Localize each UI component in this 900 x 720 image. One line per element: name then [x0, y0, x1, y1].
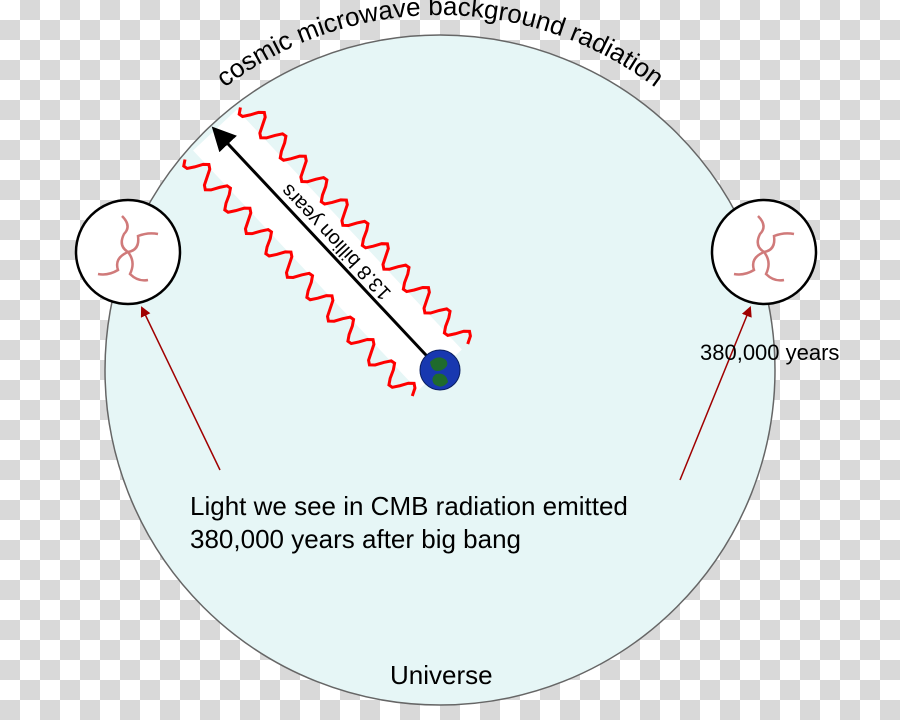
universe-label: Universe: [390, 660, 493, 691]
caption-text: Light we see in CMB radiation emitted 38…: [190, 490, 628, 555]
age-label-380k: 380,000 years: [700, 340, 839, 366]
caption-line2: 380,000 years after big bang: [190, 524, 521, 554]
diagram-stage: cosmic microwave background radiation 13…: [0, 0, 900, 720]
earth-icon: [420, 350, 460, 390]
caption-line1: Light we see in CMB radiation emitted: [190, 491, 628, 521]
early-universe-ball-left: [76, 200, 180, 304]
early-universe-ball-right: [712, 200, 816, 304]
